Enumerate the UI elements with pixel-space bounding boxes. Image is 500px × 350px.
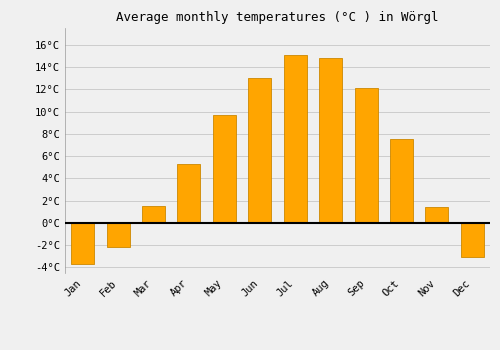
Bar [178, 164, 201, 223]
Bar [319, 58, 342, 223]
Bar [390, 139, 413, 223]
Title: Average monthly temperatures (°C ) in Wörgl: Average monthly temperatures (°C ) in Wö… [116, 11, 439, 24]
Bar [142, 206, 165, 223]
Bar [213, 115, 236, 223]
Bar [71, 223, 94, 264]
Bar [106, 223, 130, 247]
Bar [248, 78, 272, 223]
Bar [461, 223, 484, 257]
Bar [284, 55, 306, 223]
Bar [426, 207, 448, 223]
Bar [354, 88, 378, 223]
